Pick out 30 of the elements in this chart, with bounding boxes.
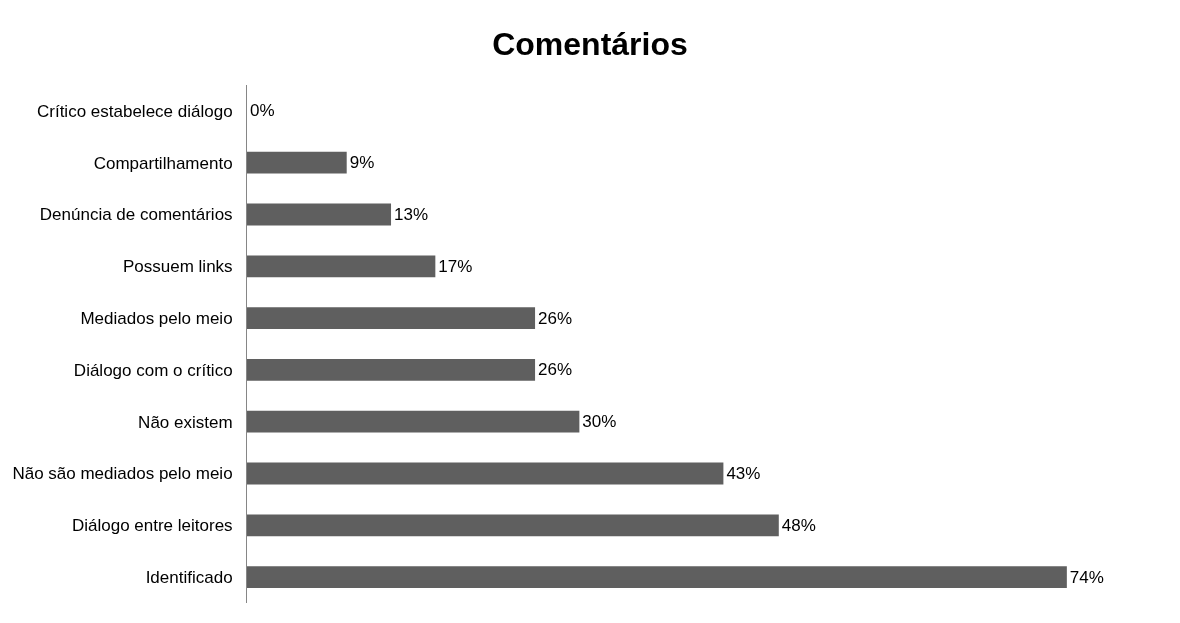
bar — [247, 255, 436, 278]
bar — [247, 203, 392, 226]
bar — [247, 514, 779, 537]
chart-title: Comentários — [492, 25, 688, 62]
data-label: 26% — [538, 308, 573, 328]
bar — [247, 359, 536, 381]
data-label: 13% — [394, 205, 429, 224]
y-tick-label: Possuem links — [122, 257, 233, 277]
y-tick-label: Diálogo entre leitores — [71, 516, 233, 536]
data-label: 74% — [1069, 567, 1104, 587]
data-label: 26% — [538, 360, 573, 380]
bar — [247, 566, 1067, 588]
y-tick-label: Compartilhamento — [93, 153, 233, 173]
data-label: 0% — [250, 101, 275, 121]
y-tick-label: Não são mediados pelo meio — [12, 464, 233, 484]
bar — [247, 462, 724, 485]
bar — [247, 151, 347, 174]
y-tick-label: Não existem — [138, 412, 233, 432]
data-label: 43% — [726, 464, 761, 483]
y-tick-label: Identificado — [145, 568, 233, 588]
data-label: 30% — [582, 412, 617, 432]
data-label: 48% — [781, 515, 816, 535]
y-tick-label: Diálogo com o crítico — [73, 360, 233, 380]
data-label: 9% — [349, 153, 375, 173]
bar — [247, 307, 536, 329]
data-label: 17% — [438, 256, 473, 276]
y-tick-label: Denúncia de comentários — [39, 205, 233, 225]
y-tick-label: Mediados pelo meio — [80, 309, 233, 329]
y-tick-label: Crítico estabelece diálogo — [36, 101, 233, 121]
bar — [247, 410, 580, 433]
